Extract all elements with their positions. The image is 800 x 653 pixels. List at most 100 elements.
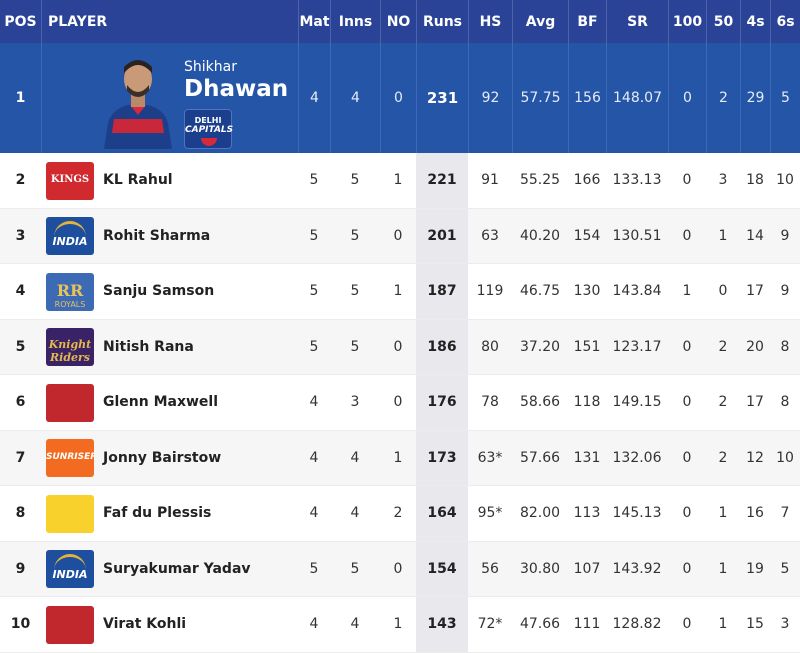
cell-mat: 4 bbox=[309, 616, 319, 633]
header-player[interactable]: PLAYER bbox=[41, 0, 298, 43]
table-row[interactable]: 7 4 4 1 173 63* 57.66 131 132.06 0 2 12 10 SUNRISERS J… bbox=[0, 430, 800, 486]
cell-no: 0 bbox=[393, 560, 403, 577]
table-row[interactable]: 6 4 3 0 176 78 58.66 118 149.15 0 2 17 8 Glenn Maxwel… bbox=[0, 375, 800, 431]
cell-inns: 5 bbox=[350, 172, 360, 189]
cell-inns: 4 bbox=[350, 505, 360, 522]
cell-sr: 148.07 bbox=[606, 43, 668, 153]
header-fours[interactable]: 4s bbox=[740, 0, 770, 43]
team-logo-icon bbox=[46, 383, 94, 422]
cell-fifties: 1 bbox=[718, 227, 728, 244]
cell-sixes: 5 bbox=[770, 43, 800, 153]
header-bf[interactable]: BF bbox=[568, 0, 606, 43]
cell-avg: 30.80 bbox=[519, 560, 561, 577]
cell-mat: 4 bbox=[309, 449, 319, 466]
table-header: POS PLAYER Mat Inns NO Runs HS Avg BF SR 100 50 4s 6s bbox=[0, 0, 800, 43]
cell-fifties: 2 bbox=[718, 394, 728, 411]
cell-no: 1 bbox=[393, 616, 403, 633]
dc-logo-line2: CAPITALS bbox=[185, 125, 234, 135]
player-name[interactable]: Glenn Maxwell bbox=[103, 394, 219, 411]
team-logo-text: KINGS bbox=[50, 173, 90, 185]
player-name[interactable]: KL Rahul bbox=[103, 172, 173, 189]
cell-hundreds: 0 bbox=[682, 616, 692, 633]
table-row[interactable]: 10 4 4 1 143 72* 47.66 111 128.82 0 1 15 3 Virat Kohl… bbox=[0, 597, 800, 653]
cell-sixes: 7 bbox=[780, 505, 790, 522]
cell-avg: 58.66 bbox=[519, 394, 561, 411]
player-name[interactable]: Virat Kohli bbox=[103, 616, 187, 633]
team-logo-text: SUNRISERS bbox=[46, 452, 94, 463]
cell-hundreds: 0 bbox=[682, 449, 692, 466]
header-mat[interactable]: Mat bbox=[298, 0, 330, 43]
header-inns[interactable]: Inns bbox=[330, 0, 380, 43]
cell-hundreds: 0 bbox=[682, 394, 692, 411]
header-sr[interactable]: SR bbox=[606, 0, 668, 43]
cell-fifties: 2 bbox=[718, 338, 728, 355]
header-runs[interactable]: Runs bbox=[416, 0, 468, 43]
cell-bf: 107 bbox=[573, 560, 601, 577]
table-row[interactable]: 9 5 5 0 154 56 30.80 107 143.92 0 1 19 5 INDIA Suryaku… bbox=[0, 541, 800, 597]
cell-fifties: 0 bbox=[718, 283, 728, 300]
header-fifties[interactable]: 50 bbox=[706, 0, 740, 43]
cell-sr: 130.51 bbox=[612, 227, 662, 244]
player-name[interactable]: Nitish Rana bbox=[103, 338, 194, 355]
cell-runs: 143 bbox=[416, 597, 468, 652]
cell-hs: 63* bbox=[477, 449, 503, 466]
cell-mat: 5 bbox=[309, 283, 319, 300]
player-name[interactable]: Sanju Samson bbox=[103, 283, 215, 300]
cell-avg: 47.66 bbox=[519, 616, 561, 633]
header-hundreds[interactable]: 100 bbox=[668, 0, 706, 43]
team-logo-text: INDIA bbox=[52, 568, 88, 582]
team-logo-icon: INDIA bbox=[46, 550, 94, 589]
cell-fours: 17 bbox=[746, 283, 764, 300]
cell-fours: 17 bbox=[746, 394, 764, 411]
player-name[interactable]: Jonny Bairstow bbox=[103, 449, 222, 466]
cell-bf: 131 bbox=[573, 449, 601, 466]
team-logo-icon bbox=[46, 605, 94, 644]
cell-avg: 57.75 bbox=[512, 43, 568, 153]
cell-sr: 143.84 bbox=[612, 283, 662, 300]
cell-no: 2 bbox=[393, 505, 403, 522]
header-avg[interactable]: Avg bbox=[512, 0, 568, 43]
team-logo-text: RR bbox=[56, 280, 84, 300]
cell-fours: 18 bbox=[746, 172, 764, 189]
cell-sr: 123.17 bbox=[612, 338, 662, 355]
cell-mat: 5 bbox=[309, 172, 319, 189]
cell-bf: 166 bbox=[573, 172, 601, 189]
header-no[interactable]: NO bbox=[380, 0, 416, 43]
player-name[interactable]: Suryakumar Yadav bbox=[103, 560, 251, 577]
player-first-name: Shikhar bbox=[184, 59, 237, 75]
table-row[interactable]: 5 5 5 0 186 80 37.20 151 123.17 0 2 20 8 Knight Rider… bbox=[0, 319, 800, 375]
cell-fours: 15 bbox=[746, 616, 764, 633]
cell-pos: 3 bbox=[15, 227, 26, 244]
player-name[interactable]: Rohit Sharma bbox=[103, 227, 211, 244]
cell-fours: 12 bbox=[746, 449, 764, 466]
cell-fifties: 1 bbox=[718, 616, 728, 633]
featured-player-cell: Shikhar Dhawan DELHI CAPITALS bbox=[41, 43, 298, 153]
team-logo-icon: INDIA bbox=[46, 217, 94, 256]
featured-row[interactable]: 1 Shikhar Dhawan DELHI CAPITALS 4 4 0 231 92… bbox=[0, 43, 800, 153]
header-hs[interactable]: HS bbox=[468, 0, 512, 43]
cell-runs: 154 bbox=[416, 541, 468, 596]
cell-hs: 72* bbox=[477, 616, 503, 633]
table-row[interactable]: 8 4 4 2 164 95* 82.00 113 145.13 0 1 16 7 Faf du Ples… bbox=[0, 486, 800, 542]
cell-sr: 128.82 bbox=[612, 616, 662, 633]
header-pos[interactable]: POS bbox=[4, 13, 37, 30]
cell-pos: 9 bbox=[15, 560, 26, 577]
team-logo-text: INDIA bbox=[52, 235, 88, 249]
cell-pos: 1 bbox=[15, 90, 26, 106]
cell-bf: 113 bbox=[573, 505, 601, 522]
table-row[interactable]: 3 5 5 0 201 63 40.20 154 130.51 0 1 14 9 INDIA Rohit S… bbox=[0, 208, 800, 264]
cell-sr: 149.15 bbox=[612, 394, 662, 411]
table-row[interactable]: 4 5 5 1 187 119 46.75 130 143.84 1 0 17 9 RR ROYALS San… bbox=[0, 264, 800, 320]
cell-sixes: 10 bbox=[776, 172, 794, 189]
cell-inns: 4 bbox=[350, 449, 360, 466]
table-row[interactable]: 2 5 5 1 221 91 55.25 166 133.13 0 3 18 10 KINGS KL Rah… bbox=[0, 153, 800, 209]
cell-sr: 145.13 bbox=[612, 505, 662, 522]
cell-hundreds: 0 bbox=[682, 227, 692, 244]
cell-bf: 130 bbox=[573, 283, 601, 300]
cell-mat: 4 bbox=[309, 394, 319, 411]
player-name[interactable]: Faf du Plessis bbox=[103, 505, 212, 522]
cell-inns: 3 bbox=[350, 394, 360, 411]
header-sixes[interactable]: 6s bbox=[770, 0, 800, 43]
cell-hundreds: 0 bbox=[682, 560, 692, 577]
